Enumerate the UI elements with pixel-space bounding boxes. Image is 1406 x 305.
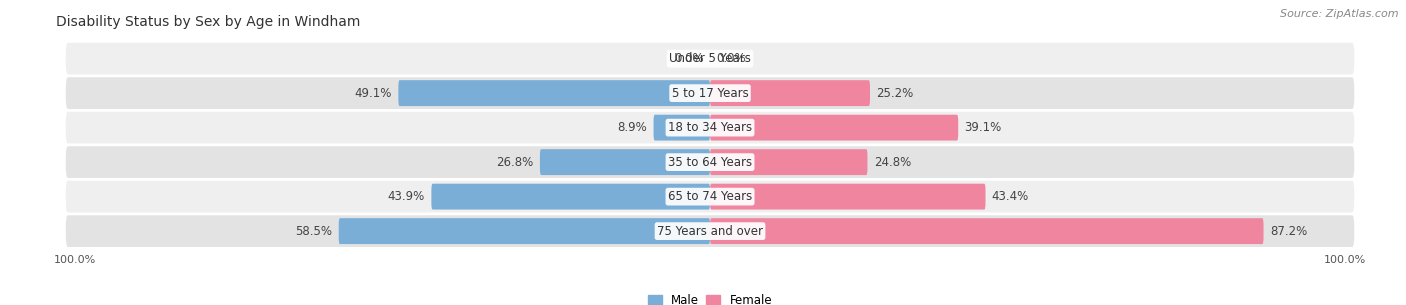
Text: 26.8%: 26.8% <box>496 156 533 169</box>
Text: 24.8%: 24.8% <box>873 156 911 169</box>
Text: 0.0%: 0.0% <box>717 52 747 65</box>
Text: Under 5 Years: Under 5 Years <box>669 52 751 65</box>
Legend: Male, Female: Male, Female <box>643 289 778 305</box>
FancyBboxPatch shape <box>540 149 710 175</box>
FancyBboxPatch shape <box>66 77 1354 109</box>
FancyBboxPatch shape <box>66 215 1354 247</box>
Text: 58.5%: 58.5% <box>295 224 332 238</box>
Text: 75 Years and over: 75 Years and over <box>657 224 763 238</box>
FancyBboxPatch shape <box>339 218 710 244</box>
Text: Disability Status by Sex by Age in Windham: Disability Status by Sex by Age in Windh… <box>56 15 360 29</box>
Text: 35 to 64 Years: 35 to 64 Years <box>668 156 752 169</box>
Text: 43.4%: 43.4% <box>991 190 1029 203</box>
FancyBboxPatch shape <box>710 218 1264 244</box>
Text: 87.2%: 87.2% <box>1270 224 1308 238</box>
Text: 18 to 34 Years: 18 to 34 Years <box>668 121 752 134</box>
Text: 43.9%: 43.9% <box>388 190 425 203</box>
FancyBboxPatch shape <box>710 184 986 210</box>
Text: Source: ZipAtlas.com: Source: ZipAtlas.com <box>1281 9 1399 19</box>
Text: 5 to 17 Years: 5 to 17 Years <box>672 87 748 100</box>
FancyBboxPatch shape <box>710 80 870 106</box>
Text: 25.2%: 25.2% <box>876 87 914 100</box>
FancyBboxPatch shape <box>66 181 1354 213</box>
FancyBboxPatch shape <box>66 43 1354 74</box>
FancyBboxPatch shape <box>66 112 1354 143</box>
FancyBboxPatch shape <box>432 184 710 210</box>
FancyBboxPatch shape <box>654 115 710 141</box>
Text: 8.9%: 8.9% <box>617 121 647 134</box>
Text: 39.1%: 39.1% <box>965 121 1002 134</box>
Text: 0.0%: 0.0% <box>673 52 703 65</box>
Text: 49.1%: 49.1% <box>354 87 392 100</box>
Text: 65 to 74 Years: 65 to 74 Years <box>668 190 752 203</box>
FancyBboxPatch shape <box>398 80 710 106</box>
FancyBboxPatch shape <box>710 149 868 175</box>
FancyBboxPatch shape <box>66 146 1354 178</box>
FancyBboxPatch shape <box>710 115 959 141</box>
